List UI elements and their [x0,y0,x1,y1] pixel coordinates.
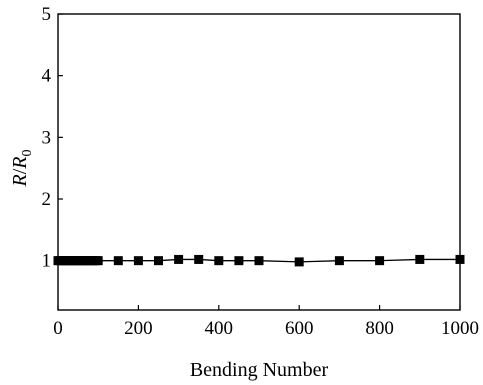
plot-frame-border [57,13,461,311]
x-tick-label: 800 [365,318,394,339]
x-tick-label: 200 [124,318,153,339]
x-tick-label: 400 [205,318,234,339]
data-point [194,254,204,264]
series-group [53,254,465,267]
x-tick-label: 1000 [441,318,479,339]
data-point [93,256,103,266]
plot-frame [57,13,461,311]
y-axis-title: R/R0 [9,150,35,188]
y-axis-title-slash: / [9,168,31,174]
data-point [133,256,143,266]
x-tick-label: 0 [53,318,63,339]
y-axis-title-numerator: R [9,174,31,187]
x-tick-label: 600 [285,318,314,339]
data-point [455,254,465,264]
data-point [294,257,304,267]
data-point [254,256,264,266]
y-axis-title-subscript: 0 [20,150,35,157]
data-point [113,256,123,266]
y-tick-label: 4 [42,66,52,87]
y-tick-label: 1 [42,251,52,272]
y-tick-label: 2 [42,189,52,210]
data-point [415,254,425,264]
x-axis-title: Bending Number [190,359,329,381]
y-tick-label: 3 [42,127,52,148]
y-axis-title-denominator: R [9,157,31,170]
y-axis: 1 2 3 4 5 [42,4,63,272]
data-point [334,256,344,266]
data-point [154,256,163,266]
data-point [375,256,385,266]
data-point [214,256,224,266]
x-axis: 0 200 400 600 800 1000 [53,305,479,339]
data-point [174,254,184,264]
data-point [234,256,244,266]
y-tick-label: 5 [42,4,52,25]
